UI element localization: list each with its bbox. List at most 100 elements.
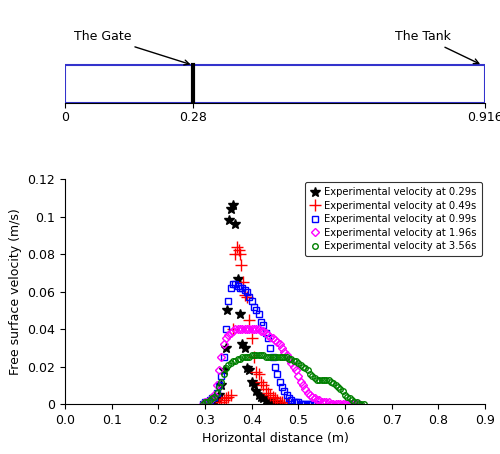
Line: Experimental velocity at 0.49s: Experimental velocity at 0.49s bbox=[214, 241, 294, 410]
Experimental velocity at 1.96s bbox=[240, 326, 246, 332]
Experimental velocity at 3.56s bbox=[360, 401, 366, 407]
Experimental velocity at 0.29s bbox=[240, 341, 246, 347]
Experimental velocity at 0.29s bbox=[228, 207, 234, 212]
Experimental velocity at 0.99s bbox=[300, 401, 306, 407]
Experimental velocity at 0.49s bbox=[228, 392, 234, 397]
Experimental velocity at 1.96s bbox=[293, 368, 299, 373]
X-axis label: Horizontal distance (m): Horizontal distance (m) bbox=[202, 432, 348, 445]
Experimental velocity at 0.99s bbox=[251, 304, 257, 309]
Experimental velocity at 0.99s bbox=[237, 285, 243, 291]
Experimental velocity at 0.29s bbox=[218, 383, 224, 388]
Experimental velocity at 0.49s bbox=[242, 293, 248, 298]
Experimental velocity at 0.99s bbox=[288, 398, 294, 403]
Experimental velocity at 0.99s bbox=[296, 400, 302, 405]
Experimental velocity at 0.29s bbox=[212, 398, 218, 403]
Experimental velocity at 0.29s bbox=[258, 394, 264, 399]
Experimental velocity at 0.99s bbox=[256, 311, 262, 317]
Experimental velocity at 0.49s bbox=[265, 390, 271, 395]
Experimental velocity at 0.49s bbox=[226, 394, 232, 399]
Experimental velocity at 0.99s bbox=[262, 330, 268, 336]
Experimental velocity at 0.29s bbox=[274, 401, 280, 407]
Experimental velocity at 0.29s bbox=[223, 345, 229, 350]
Text: The Tank: The Tank bbox=[395, 30, 479, 64]
Experimental velocity at 0.99s bbox=[212, 394, 218, 399]
Experimental velocity at 0.49s bbox=[268, 392, 274, 397]
Experimental velocity at 0.29s bbox=[214, 396, 220, 401]
Experimental velocity at 0.99s bbox=[260, 323, 266, 328]
Experimental velocity at 0.99s bbox=[204, 400, 210, 405]
Experimental velocity at 0.99s bbox=[234, 283, 240, 289]
Experimental velocity at 0.99s bbox=[228, 285, 234, 291]
Experimental velocity at 0.99s bbox=[274, 371, 280, 377]
Experimental velocity at 0.29s bbox=[268, 400, 274, 405]
Experimental velocity at 0.29s bbox=[209, 400, 215, 405]
Experimental velocity at 0.29s bbox=[270, 400, 276, 405]
Experimental velocity at 0.49s bbox=[237, 252, 243, 257]
Experimental velocity at 0.49s bbox=[256, 371, 262, 377]
Experimental velocity at 0.99s bbox=[223, 326, 229, 332]
Experimental velocity at 3.56s bbox=[251, 353, 257, 358]
Experimental velocity at 0.29s bbox=[254, 388, 260, 394]
Experimental velocity at 0.29s bbox=[237, 311, 243, 317]
Experimental velocity at 1.96s bbox=[356, 401, 362, 407]
Experimental velocity at 3.56s bbox=[290, 358, 296, 364]
Experimental velocity at 0.49s bbox=[260, 383, 266, 388]
Experimental velocity at 0.29s bbox=[206, 401, 212, 407]
Experimental velocity at 0.49s bbox=[223, 396, 229, 401]
Experimental velocity at 1.96s bbox=[200, 401, 205, 407]
Experimental velocity at 0.99s bbox=[240, 285, 246, 291]
Experimental velocity at 0.29s bbox=[226, 218, 232, 223]
Experimental velocity at 0.29s bbox=[248, 379, 254, 384]
Experimental velocity at 0.49s bbox=[286, 401, 292, 407]
Experimental velocity at 0.49s bbox=[279, 400, 285, 405]
Experimental velocity at 0.99s bbox=[265, 336, 271, 341]
Experimental velocity at 0.49s bbox=[258, 379, 264, 384]
Experimental velocity at 0.29s bbox=[230, 203, 236, 208]
Experimental velocity at 0.99s bbox=[312, 401, 318, 407]
Experimental velocity at 0.99s bbox=[293, 400, 299, 405]
Experimental velocity at 0.29s bbox=[246, 368, 252, 373]
Text: The Gate: The Gate bbox=[74, 30, 190, 65]
Experimental velocity at 0.49s bbox=[230, 326, 236, 332]
Experimental velocity at 0.49s bbox=[216, 401, 222, 407]
Legend: Experimental velocity at 0.29s, Experimental velocity at 0.49s, Experimental vel: Experimental velocity at 0.29s, Experime… bbox=[304, 182, 482, 256]
Line: Experimental velocity at 1.96s: Experimental velocity at 1.96s bbox=[200, 326, 362, 407]
Experimental velocity at 0.99s bbox=[270, 355, 276, 360]
Experimental velocity at 0.29s bbox=[251, 383, 257, 388]
Experimental velocity at 0.99s bbox=[298, 401, 304, 407]
Experimental velocity at 1.96s bbox=[237, 326, 243, 332]
Experimental velocity at 0.99s bbox=[226, 298, 232, 304]
Experimental velocity at 0.49s bbox=[262, 386, 268, 392]
Experimental velocity at 0.99s bbox=[200, 401, 205, 407]
Experimental velocity at 0.29s bbox=[265, 400, 271, 405]
Experimental velocity at 0.49s bbox=[254, 370, 260, 375]
Experimental velocity at 0.29s bbox=[220, 368, 226, 373]
Experimental velocity at 0.99s bbox=[272, 364, 278, 369]
Experimental velocity at 0.99s bbox=[214, 390, 220, 395]
Experimental velocity at 0.99s bbox=[290, 400, 296, 405]
Experimental velocity at 1.96s bbox=[342, 401, 348, 407]
Experimental velocity at 0.49s bbox=[282, 401, 288, 407]
Experimental velocity at 0.99s bbox=[258, 319, 264, 324]
Experimental velocity at 0.99s bbox=[209, 396, 215, 401]
Experimental velocity at 0.49s bbox=[240, 280, 246, 285]
Experimental velocity at 0.49s bbox=[236, 248, 242, 253]
Experimental velocity at 0.49s bbox=[218, 400, 224, 405]
Experimental velocity at 0.49s bbox=[246, 317, 252, 322]
Experimental velocity at 0.49s bbox=[270, 394, 276, 399]
Experimental velocity at 1.96s bbox=[268, 334, 274, 339]
Experimental velocity at 0.49s bbox=[274, 398, 280, 403]
Line: Experimental velocity at 0.29s: Experimental velocity at 0.29s bbox=[204, 201, 284, 409]
Experimental velocity at 0.99s bbox=[232, 281, 238, 287]
Experimental velocity at 0.99s bbox=[242, 287, 248, 292]
Experimental velocity at 0.99s bbox=[244, 289, 250, 294]
Experimental velocity at 0.49s bbox=[232, 252, 238, 257]
Experimental velocity at 0.29s bbox=[260, 396, 266, 401]
Experimental velocity at 0.99s bbox=[254, 308, 260, 313]
Experimental velocity at 0.29s bbox=[272, 401, 278, 407]
Experimental velocity at 0.99s bbox=[279, 385, 285, 390]
Experimental velocity at 0.99s bbox=[246, 295, 252, 300]
Experimental velocity at 0.49s bbox=[238, 263, 244, 268]
Line: Experimental velocity at 0.99s: Experimental velocity at 0.99s bbox=[199, 281, 318, 408]
Experimental velocity at 0.99s bbox=[304, 401, 310, 407]
